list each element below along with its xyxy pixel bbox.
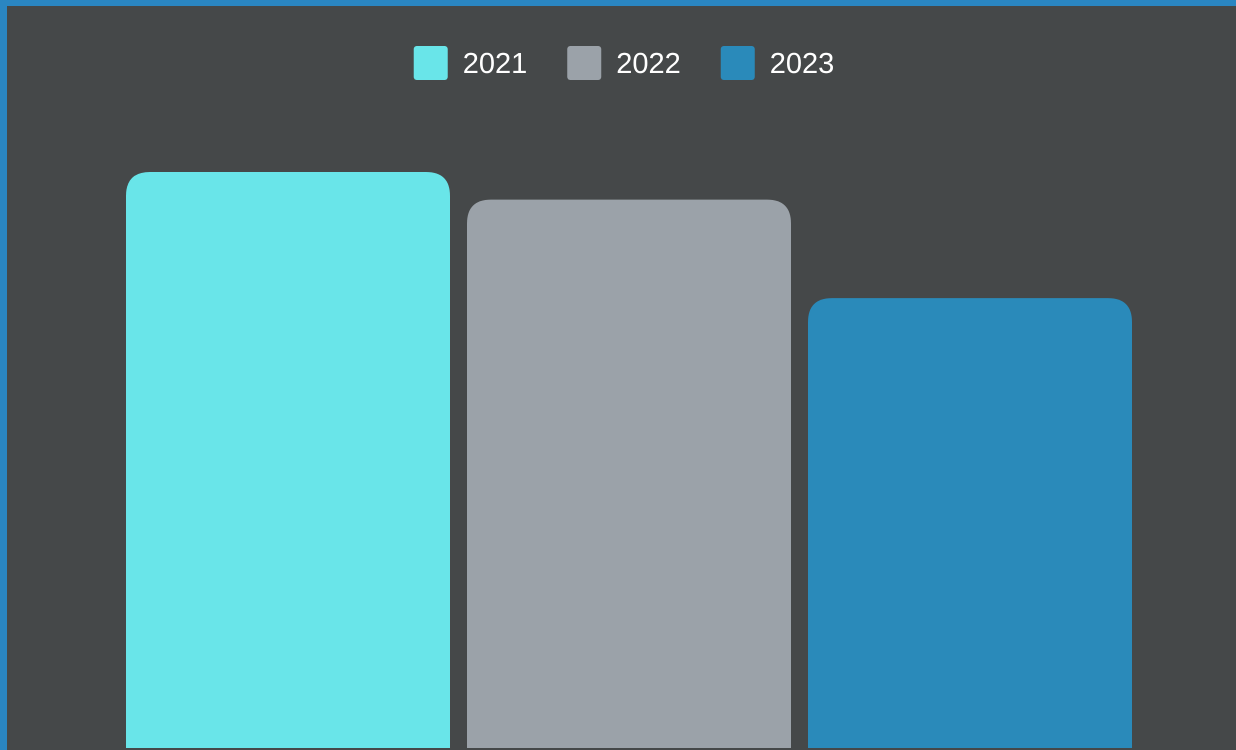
legend-label-2021: 2021	[463, 48, 528, 80]
bar-2022	[467, 199, 791, 748]
bar-2023	[808, 298, 1132, 748]
bar-2021	[126, 172, 450, 748]
bar-chart: 2021 2022 2023	[126, 46, 1132, 748]
legend-swatch-2021	[413, 46, 448, 80]
legend-label-2023: 2023	[770, 48, 835, 80]
legend-swatch-2023	[720, 46, 755, 80]
legend-label-2022: 2022	[616, 48, 681, 80]
legend: 2021 2022 2023	[413, 46, 835, 80]
legend-swatch-2022	[567, 46, 602, 80]
bars-group	[126, 172, 1132, 748]
